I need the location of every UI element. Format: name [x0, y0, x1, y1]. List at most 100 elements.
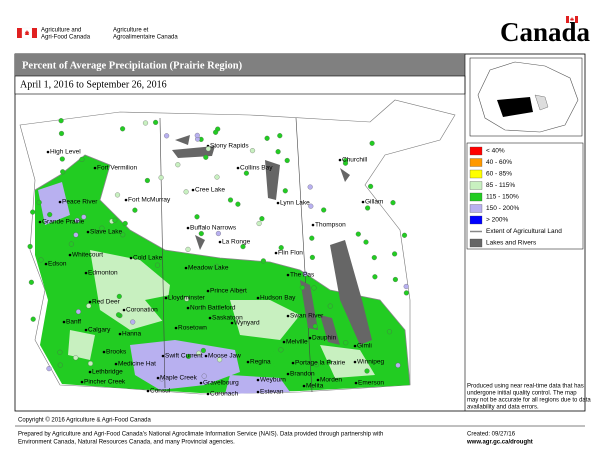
- place-dot: [236, 166, 240, 170]
- place-label: La Ronge: [222, 239, 251, 246]
- inset-map: [469, 57, 583, 137]
- station: [260, 258, 266, 264]
- place-label: Rosetown: [178, 325, 207, 332]
- legend-swatch: [469, 158, 483, 167]
- place-label: Grande Prairie: [42, 219, 85, 226]
- station: [185, 353, 192, 359]
- station: [321, 207, 327, 213]
- place-dot: [353, 360, 357, 364]
- place-label: Weyburn: [260, 377, 286, 384]
- place-dot: [199, 381, 203, 385]
- disclaimer-line: undergone initial quality control. The m…: [467, 391, 577, 397]
- station: [158, 175, 164, 181]
- station: [60, 169, 66, 175]
- station: [275, 149, 281, 155]
- station: [73, 355, 79, 361]
- station: [326, 359, 332, 365]
- station: [277, 133, 283, 139]
- place-dot: [102, 350, 106, 354]
- place-label: Fort McMurray: [128, 197, 171, 204]
- station: [392, 276, 398, 283]
- station: [120, 126, 126, 132]
- place-dot: [164, 296, 168, 300]
- place-dot: [291, 361, 295, 365]
- place-dot: [122, 308, 126, 312]
- flag: [17, 27, 37, 39]
- station: [299, 285, 305, 291]
- station: [282, 188, 288, 194]
- place-label: Whitecourt: [72, 252, 103, 259]
- footer: Environment Canada, Natural Resources Ca…: [18, 440, 235, 446]
- station: [87, 360, 94, 367]
- station: [278, 347, 284, 353]
- station: [243, 170, 249, 176]
- place-dot: [129, 256, 133, 260]
- station: [196, 350, 202, 356]
- station: [57, 349, 63, 355]
- place-dot: [308, 336, 312, 340]
- legend-label: 60 - 85%: [486, 171, 512, 178]
- place-dot: [302, 384, 306, 388]
- place-label: Thompson: [315, 222, 346, 229]
- place-dot: [230, 321, 234, 325]
- legend-swatch: [469, 204, 483, 213]
- place-label: Gimli: [357, 343, 372, 350]
- station: [249, 148, 256, 154]
- place-dot: [146, 389, 150, 393]
- place-dot: [186, 226, 190, 230]
- dept-fr: Agroalimentaire Canada: [113, 35, 178, 41]
- station: [58, 118, 64, 124]
- station: [403, 283, 409, 290]
- place-label: Brandon: [290, 371, 315, 378]
- place-dot: [58, 200, 62, 204]
- legend: < 40% 40 - 60% 60 - 85% 85 - 115% 115 - 150%…: [469, 146, 562, 248]
- legend-swatch: [469, 146, 483, 156]
- place-dot: [218, 240, 222, 244]
- station: [372, 274, 378, 280]
- created: Created: 09/27/16: [467, 432, 516, 438]
- place-dot: [276, 201, 280, 205]
- disclaimer-line: Produced using near real-time data that …: [467, 384, 584, 390]
- station: [81, 214, 87, 220]
- place-label: Estevan: [260, 389, 284, 396]
- station: [120, 232, 126, 238]
- place-label: Dauphin: [312, 335, 337, 342]
- station: [327, 303, 333, 309]
- place-dot: [361, 200, 365, 204]
- place-label: Flin Flon: [278, 250, 303, 257]
- station: [368, 183, 374, 189]
- place-label: Lloydminster: [168, 295, 206, 302]
- station: [114, 192, 121, 198]
- place-label: Winnipeg: [357, 359, 384, 366]
- station: [308, 203, 314, 209]
- station: [73, 232, 79, 238]
- copyright: Copyright © 2016 Agriculture & Agri-Food…: [18, 417, 151, 424]
- station: [307, 184, 313, 190]
- station: [392, 251, 398, 257]
- place-dot: [124, 198, 128, 202]
- place-label: Medicine Hat: [118, 361, 156, 368]
- legend-swatch: [469, 181, 483, 190]
- station: [122, 220, 128, 227]
- legend-label: Lakes and Rivers: [486, 240, 537, 247]
- place-label: Pincher Creek: [84, 379, 126, 386]
- place-labels: High Level Fort Vermilion Peace River Fort …: [42, 143, 384, 398]
- place-dot: [282, 340, 286, 344]
- station: [47, 212, 53, 218]
- url: www.agr.gc.ca/drought: [466, 440, 533, 446]
- dept-en: Agri-Food Canada: [41, 35, 91, 41]
- place-dot: [206, 289, 210, 293]
- place-dot: [191, 188, 195, 192]
- station: [27, 243, 33, 250]
- place-dot: [256, 296, 260, 300]
- place-label: Emerson: [358, 380, 384, 387]
- place-label: Peace River: [62, 199, 98, 206]
- station: [59, 156, 65, 162]
- stations: [27, 118, 409, 396]
- station: [309, 235, 315, 241]
- place-label: The Pas: [290, 272, 315, 279]
- station: [311, 285, 317, 291]
- place-dot: [256, 390, 260, 394]
- dept-en: Agriculture and: [41, 28, 81, 34]
- station: [215, 230, 221, 237]
